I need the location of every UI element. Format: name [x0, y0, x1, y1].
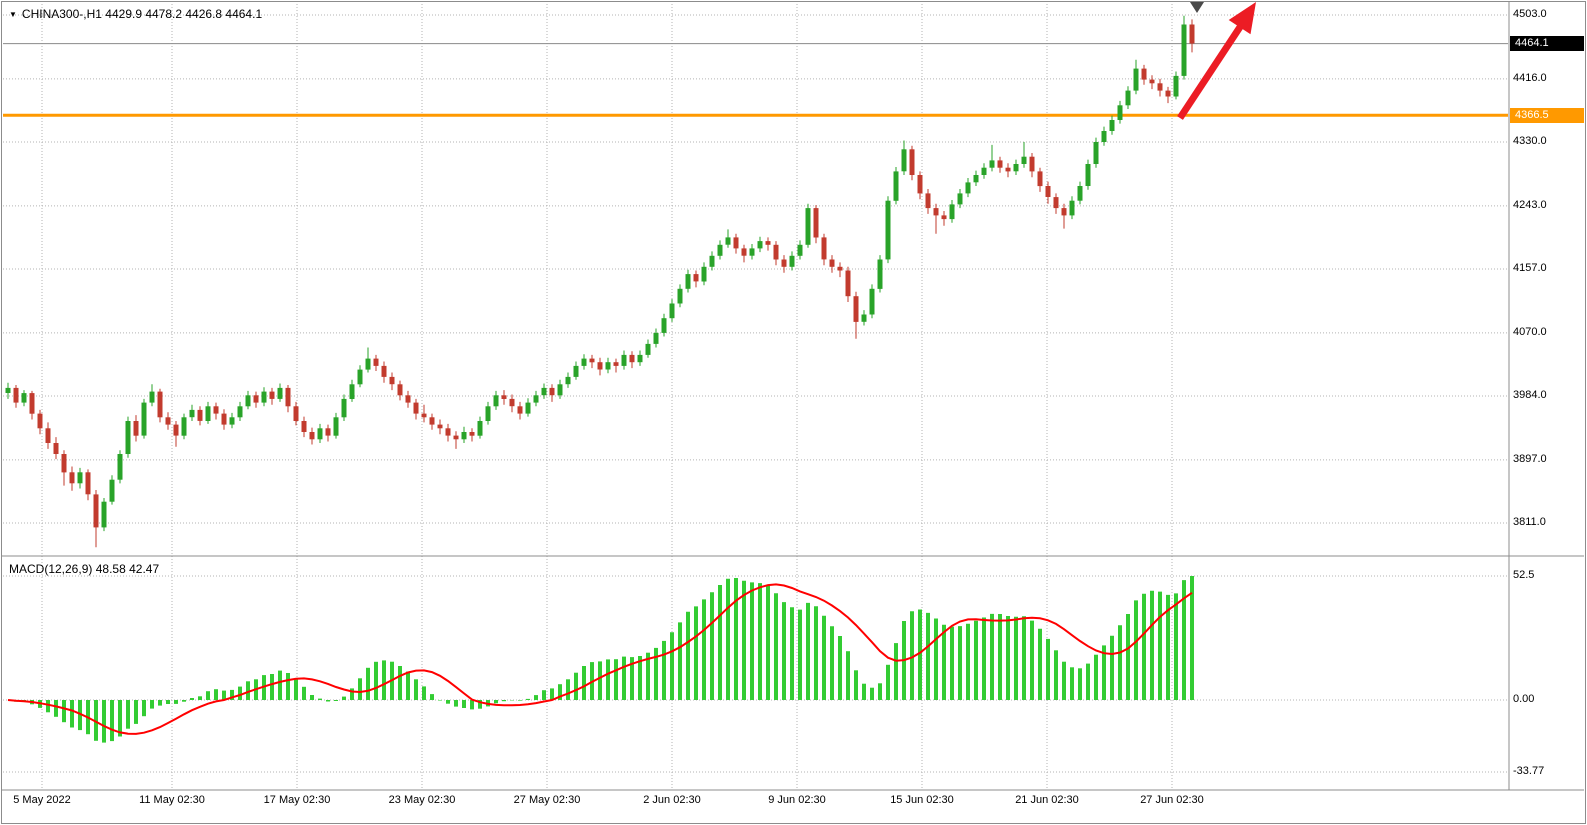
price-axis-label: 3811.0 [1513, 516, 1546, 528]
time-axis-label: 27 May 02:30 [513, 794, 581, 806]
macd-value: 48.58 [95, 562, 126, 576]
macd-axis-label: 52.5 [1513, 569, 1535, 581]
time-axis-label: 5 May 2022 [13, 794, 71, 806]
macd-axis-label: 0.00 [1513, 693, 1535, 705]
current-price-badge: 4464.1 [1510, 36, 1584, 51]
trend-arrow[interactable] [1177, 2, 1256, 120]
macd-signal-value: 42.47 [129, 562, 160, 576]
price-axis-label: 4243.0 [1513, 199, 1547, 211]
price-axis-label: 4503.0 [1513, 8, 1547, 20]
price-axis-label: 4157.0 [1513, 262, 1547, 274]
price-axis-label: 3984.0 [1513, 389, 1547, 401]
time-axis-label: 11 May 02:30 [139, 794, 205, 806]
macd-histogram [14, 576, 1194, 743]
price-gridlines [3, 14, 1508, 524]
price-axis-label: 4330.0 [1513, 135, 1547, 147]
ohlc-label: 4429.9 4478.2 4426.8 4464.1 [105, 7, 263, 21]
macd-axis-label: -33.77 [1513, 765, 1545, 777]
symbol-label: CHINA300-,H1 [21, 7, 102, 21]
price-axis-label: 4070.0 [1513, 326, 1547, 338]
macd-gridlines [3, 575, 1508, 773]
time-axis-label: 27 Jun 02:30 [1140, 794, 1204, 806]
time-axis-label: 15 Jun 02:30 [890, 794, 954, 806]
candlesticks[interactable] [5, 15, 1195, 548]
pointer-marker [1190, 2, 1204, 13]
price-axis-label: 4416.0 [1513, 72, 1547, 84]
macd-signal-line [7, 583, 1193, 735]
macd-name: MACD(12,26,9) [9, 562, 93, 576]
chart-header: ▼ CHINA300-,H1 4429.9 4478.2 4426.8 4464.… [9, 7, 262, 21]
time-axis-label: 23 May 02:30 [388, 794, 456, 806]
time-axis-label: 9 Jun 02:30 [768, 794, 826, 806]
price-axis-label: 3897.0 [1513, 453, 1547, 465]
time-axis-label: 2 Jun 02:30 [643, 794, 701, 806]
orange-line-price-badge: 4366.5 [1510, 108, 1584, 123]
time-axis-label: 21 Jun 02:30 [1015, 794, 1079, 806]
symbol-dropdown-icon[interactable]: ▼ [9, 10, 17, 20]
macd-indicator-label: MACD(12,26,9) 48.58 42.47 [9, 562, 159, 576]
time-axis-label: 17 May 02:30 [263, 794, 331, 806]
